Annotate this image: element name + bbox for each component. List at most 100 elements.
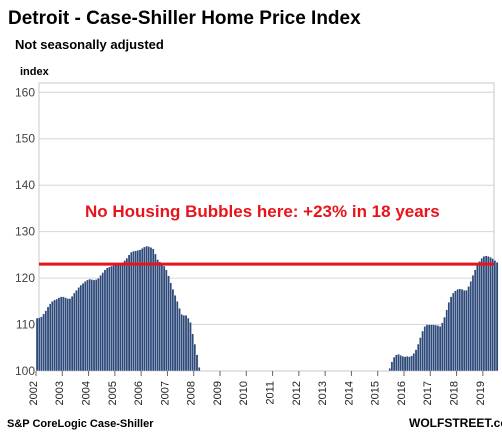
x-tick-label: 2010 <box>238 381 250 405</box>
bar <box>134 250 137 372</box>
bar <box>480 257 484 372</box>
x-tick-label: 2018 <box>448 381 460 405</box>
bar <box>64 297 67 372</box>
bar <box>42 313 45 372</box>
plot-area <box>38 82 495 372</box>
bar <box>469 281 473 372</box>
bar <box>97 277 100 372</box>
bar <box>438 326 442 372</box>
bar <box>388 368 392 372</box>
bar <box>484 255 488 372</box>
y-tick-label: 150 <box>15 132 35 146</box>
bar <box>154 253 157 372</box>
bar <box>419 337 422 372</box>
bar <box>167 275 170 372</box>
bar <box>127 254 131 372</box>
x-tick-label: 2014 <box>343 381 355 405</box>
bar <box>40 316 43 372</box>
bar <box>441 322 444 372</box>
bar <box>116 263 120 372</box>
bar <box>151 248 155 372</box>
bar <box>178 308 181 372</box>
bar <box>57 297 61 372</box>
annotation: No Housing Bubbles here: +23% in 18 year… <box>85 202 440 221</box>
y-tick-label: 160 <box>15 85 35 99</box>
x-tick-label: 2004 <box>80 381 92 405</box>
bar <box>53 299 56 372</box>
bar <box>395 354 398 372</box>
bar <box>66 298 70 372</box>
bar <box>465 289 468 372</box>
bar <box>140 248 144 372</box>
bar <box>193 343 197 372</box>
x-tick-label: 2012 <box>291 381 303 405</box>
bar <box>489 257 492 372</box>
y-axis-label: index <box>20 66 50 78</box>
bar <box>136 250 140 372</box>
bar <box>51 301 54 372</box>
bar <box>176 301 179 372</box>
x-tick-label: 2007 <box>159 381 171 405</box>
bar <box>495 262 499 372</box>
y-axis: 100 110 120 130 140 150 160 <box>15 85 35 378</box>
bar <box>105 267 109 372</box>
bar <box>414 349 418 372</box>
bar <box>171 289 175 372</box>
bar <box>121 262 124 372</box>
chart-title: Detroit - Case-Shiller Home Price Index <box>8 8 361 29</box>
bar <box>38 317 41 372</box>
bar <box>473 269 477 372</box>
bar <box>119 263 122 372</box>
x-tick-label: 2015 <box>370 381 382 405</box>
bar <box>434 324 438 372</box>
bar <box>132 250 135 372</box>
bar <box>458 288 462 372</box>
bar <box>491 258 494 372</box>
x-tick-label: 2008 <box>186 381 198 405</box>
bar <box>110 265 113 372</box>
bar <box>75 289 78 372</box>
bar <box>399 355 402 372</box>
bar <box>160 263 164 372</box>
bar <box>406 355 409 372</box>
bar <box>447 302 451 372</box>
x-tick-label: 2017 <box>422 381 434 405</box>
bar <box>476 264 479 372</box>
bar <box>390 361 394 372</box>
x-tick-label: 2002 <box>28 381 40 405</box>
bar <box>412 353 416 372</box>
x-tick-label: 2005 <box>107 381 119 405</box>
y-tick-label: 120 <box>15 271 35 285</box>
bar <box>195 354 199 372</box>
bar <box>123 260 126 372</box>
bar <box>62 296 65 372</box>
bar <box>77 287 80 372</box>
bars <box>35 245 499 372</box>
bar <box>81 283 85 372</box>
y-tick-label: 130 <box>15 225 35 239</box>
bar <box>482 256 486 372</box>
bar <box>125 257 129 372</box>
bar <box>436 325 440 372</box>
bar <box>403 356 407 372</box>
bar <box>94 279 98 372</box>
x-tick-label: 2019 <box>475 381 487 405</box>
bar <box>73 292 76 372</box>
bar <box>454 290 457 372</box>
bar <box>88 278 91 372</box>
bar <box>493 260 497 372</box>
bar <box>59 296 63 372</box>
bar <box>86 279 89 372</box>
bar <box>79 284 83 372</box>
bar <box>138 249 142 372</box>
bar <box>425 324 429 372</box>
bar <box>158 261 162 372</box>
x-tick-label: 2009 <box>212 381 224 405</box>
bar <box>156 259 159 372</box>
bar <box>180 314 183 372</box>
bar <box>165 269 168 372</box>
source-credit: S&P CoreLogic Case-Shiller <box>7 418 154 430</box>
bar <box>471 275 475 372</box>
bar <box>449 296 453 372</box>
bar <box>452 292 455 372</box>
